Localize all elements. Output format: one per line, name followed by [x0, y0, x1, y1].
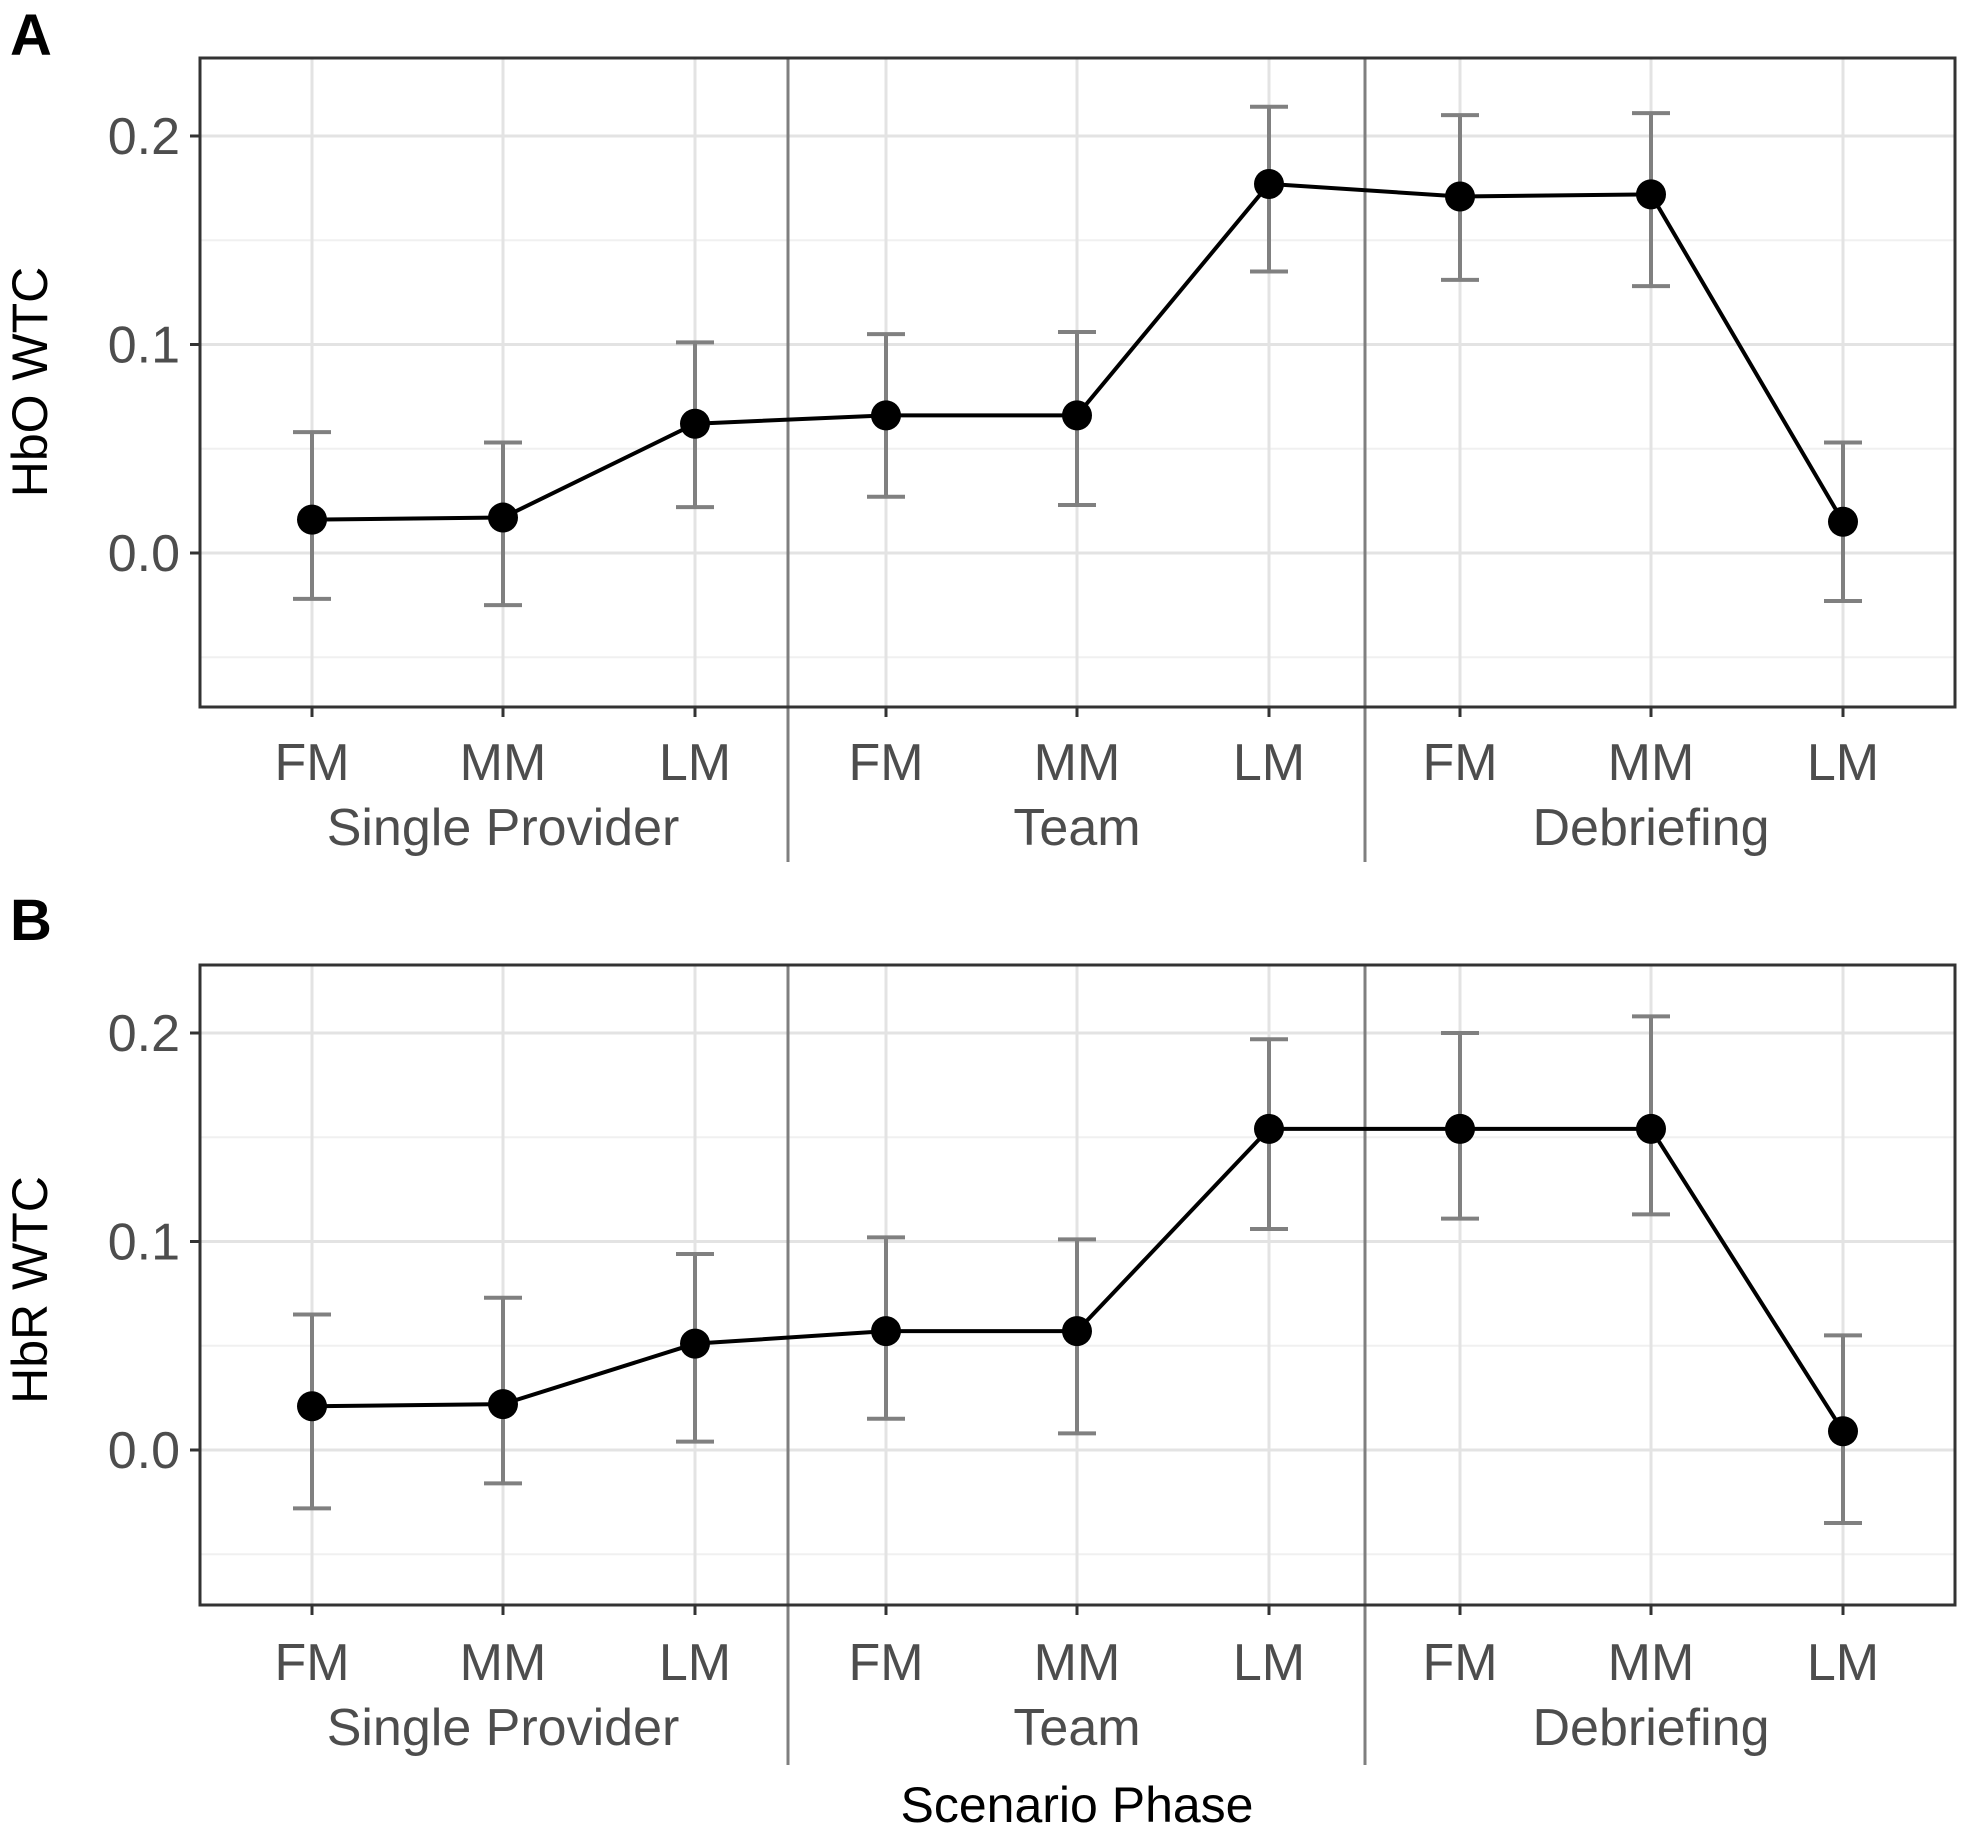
y-tick-label: 0.2 [108, 1005, 180, 1063]
y-tick-label: 0.0 [108, 1422, 180, 1480]
x-tick-label: LM [1807, 1634, 1879, 1692]
plot-border [198, 56, 1957, 709]
group-label: Single Provider [327, 799, 680, 857]
data-point [1636, 1113, 1666, 1144]
data-point [488, 502, 518, 533]
data-point [871, 400, 901, 431]
data-point [1828, 506, 1858, 537]
data-point [1445, 181, 1475, 212]
y-tick-label: 0.1 [108, 1214, 180, 1272]
panel-label: B [10, 888, 52, 953]
data-point [488, 1389, 518, 1420]
x-tick-label: LM [659, 734, 731, 792]
x-tick-label: LM [659, 1634, 731, 1692]
data-point [1062, 1316, 1092, 1347]
x-tick-label: FM [1422, 1634, 1497, 1692]
y-tick-label: 0.0 [108, 525, 180, 583]
x-tick-label: MM [1034, 734, 1121, 792]
data-point [297, 504, 327, 535]
x-tick-label: MM [460, 1634, 547, 1692]
plot-border [198, 963, 1957, 1607]
x-tick-label: MM [1608, 1634, 1695, 1692]
x-tick-label: MM [1034, 1634, 1121, 1692]
data-point [297, 1391, 327, 1422]
y-tick-label: 0.2 [108, 108, 180, 166]
y-axis-title: HbO WTC [2, 267, 58, 498]
group-label: Single Provider [327, 1699, 680, 1757]
data-point [680, 408, 710, 439]
data-point [1062, 400, 1092, 431]
panel-b: 0.0 0.1 0.2 FM MM LM FM MM LM FM MM LM Single Provid… [2, 888, 1957, 1831]
group-label: Debriefing [1532, 799, 1769, 857]
data-point [680, 1328, 710, 1359]
y-tick-label: 0.1 [108, 317, 180, 375]
x-tick-label: LM [1233, 1634, 1305, 1692]
data-point [1254, 1113, 1284, 1144]
group-label: Team [1013, 1699, 1140, 1757]
data-point [871, 1316, 901, 1347]
x-tick-label: FM [274, 734, 349, 792]
x-tick-label: MM [1608, 734, 1695, 792]
x-tick-label: FM [274, 1634, 349, 1692]
x-tick-label: FM [848, 734, 923, 792]
x-axis-title: Scenario Phase [900, 1777, 1253, 1831]
data-point [1254, 168, 1284, 199]
data-point [1445, 1113, 1475, 1144]
data-point [1636, 179, 1666, 210]
x-tick-label: LM [1233, 734, 1305, 792]
panel-label: A [10, 3, 52, 68]
y-axis-title: HbR WTC [2, 1176, 58, 1404]
x-tick-label: FM [848, 1634, 923, 1692]
panel-a: 0.0 0.1 0.2 FM MM LM FM MM LM FM MM LM Single Provid… [2, 3, 1957, 862]
x-tick-label: MM [460, 734, 547, 792]
x-tick-label: FM [1422, 734, 1497, 792]
group-label: Team [1013, 799, 1140, 857]
group-label: Debriefing [1532, 1699, 1769, 1757]
data-point [1828, 1416, 1858, 1447]
x-tick-label: LM [1807, 734, 1879, 792]
